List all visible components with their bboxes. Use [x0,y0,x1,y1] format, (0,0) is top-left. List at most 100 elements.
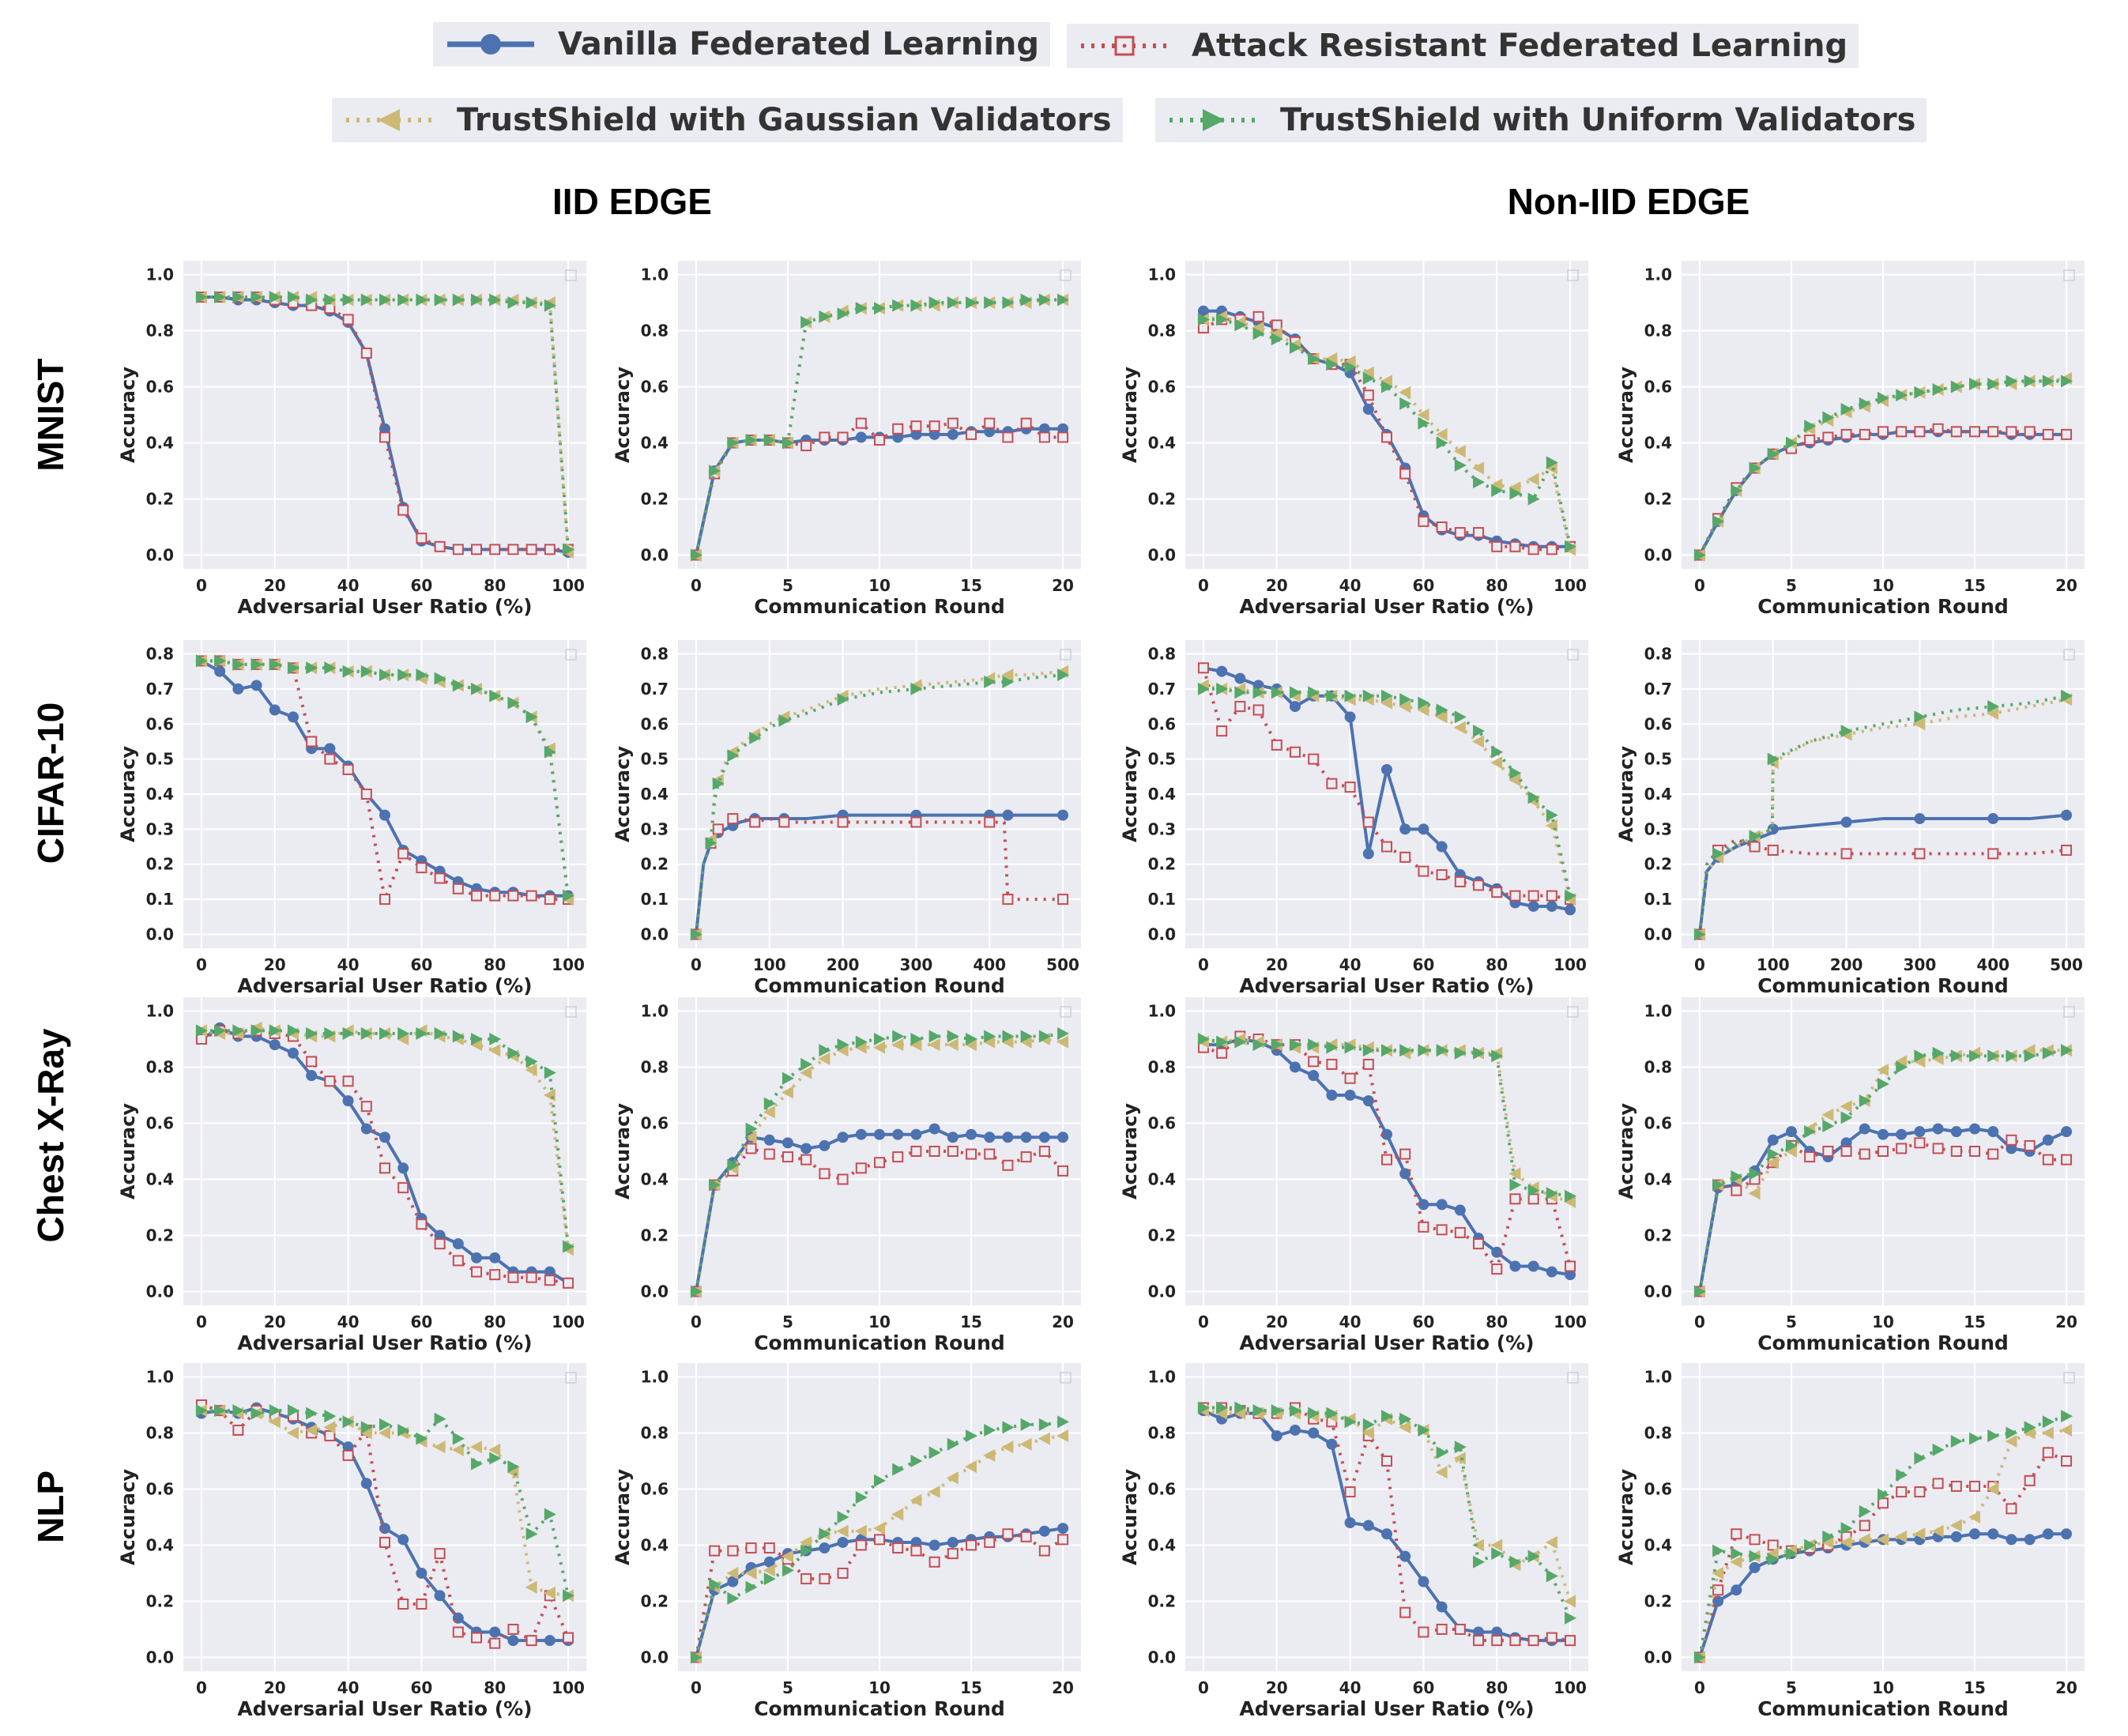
data-point-uniform [1038,1030,1051,1043]
data-point-arfl [1002,1528,1014,1540]
y-tick-label: 0.4 [641,1169,669,1188]
data-point-uniform [1289,341,1301,354]
data-point-arfl [379,1162,390,1174]
data-point-uniform [1216,1401,1229,1414]
data-point-gauss [1215,1406,1228,1420]
y-tick-label: 0.6 [1644,1114,1672,1133]
data-point-uniform [1289,1404,1301,1418]
y-tick-label: 0.7 [146,680,174,699]
y-axis-label: Accuracy [612,1103,634,1199]
data-point-vanilla [324,743,336,755]
y-tick-label: 0.8 [146,322,174,341]
data-point-arfl [966,1148,977,1160]
data-point-arfl [1326,778,1338,789]
x-tick-label: 40 [1339,576,1362,595]
data-point-gauss [433,1440,446,1454]
data-point-uniform [214,1404,227,1418]
x-tick-label: 100 [552,1312,585,1331]
data-point-vanilla [1546,1266,1557,1278]
y-tick-label: 1.0 [1644,1002,1672,1021]
data-point-uniform [1418,696,1430,710]
data-point-arfl [1326,1058,1338,1070]
x-tick-label: 300 [1904,955,1937,974]
data-point-arfl [837,816,849,828]
x-tick-label: 10 [1872,1312,1894,1331]
data-point-gauss [1821,1535,1834,1549]
data-point-arfl [1362,816,1374,828]
data-point-arfl [984,1536,996,1548]
x-tick-label: 40 [337,1312,360,1331]
y-tick-label: 0.0 [1644,1282,1672,1301]
y-tick-label: 1.0 [146,1002,174,1021]
data-point-arfl [1859,428,1870,440]
y-tick-label: 0.7 [1644,680,1672,699]
data-point-uniform [690,928,702,941]
data-point-arfl [928,1146,940,1157]
data-point-uniform [1785,436,1798,450]
data-point-uniform [489,689,502,702]
y-tick-label: 1.0 [146,1368,174,1387]
data-point-arfl [855,1162,867,1174]
data-point-uniform [2042,1046,2055,1060]
data-point-uniform [2006,375,2018,388]
data-point-arfl [910,1146,922,1157]
data-point-vanilla [1057,1523,1069,1535]
data-point-vanilla [819,1139,830,1151]
data-point-arfl [837,1173,849,1185]
data-point-arfl [471,1632,483,1644]
y-axis-label: Accuracy [1615,367,1637,463]
data-point-vanilla [1436,841,1448,853]
data-point-vanilla [1987,1126,1999,1138]
data-point-arfl [1454,1623,1466,1635]
legend-label-vanilla: Vanilla Federated Learning [558,26,1040,62]
x-tick-label: 100 [1554,1312,1587,1331]
data-point-gauss [1362,366,1374,379]
data-point-arfl [892,1542,904,1554]
data-point-gauss [873,1041,885,1054]
x-tick-label: 400 [973,955,1006,974]
plot-area [1185,1363,1588,1671]
data-point-gauss [2023,1426,2036,1440]
data-point-arfl [800,1154,812,1165]
data-point-arfl [434,872,446,884]
y-tick-label: 0.8 [1148,645,1176,664]
data-point-gauss [1564,1195,1576,1208]
x-tick-label: 100 [1554,1678,1587,1697]
data-point-uniform [1693,1651,1706,1664]
data-point-uniform [471,1457,484,1471]
data-point-arfl [745,1542,757,1554]
data-point-uniform [1840,1111,1853,1124]
data-point-vanilla [1436,1601,1448,1613]
data-point-uniform [1932,383,1945,397]
data-point-gauss [1490,1538,1503,1552]
data-point-gauss [854,1041,867,1054]
data-point-vanilla [763,1134,775,1146]
data-point-vanilla [1057,423,1069,435]
data-point-uniform [1767,447,1780,461]
data-point-arfl [1932,1143,1944,1154]
data-point-vanilla [763,1556,775,1568]
empty-legend-box [565,649,577,661]
x-tick-label: 0 [1694,576,1705,595]
y-tick-label: 0.4 [641,1535,669,1554]
y-tick-label: 0.0 [146,1648,174,1666]
data-point-uniform [1216,1035,1229,1049]
data-point-arfl [360,1101,372,1113]
data-point-uniform [324,1026,337,1040]
data-point-uniform [1767,1147,1780,1161]
data-point-arfl [874,434,885,446]
data-point-arfl [2006,426,2017,438]
data-point-uniform [1546,808,1558,822]
x-axis-label: Communication Round [1757,1331,2009,1354]
data-point-uniform [379,293,391,307]
data-point-arfl [966,1539,977,1551]
data-point-vanilla [416,1567,427,1579]
data-point-uniform [195,1404,208,1418]
data-point-gauss [983,1035,996,1049]
x-tick-label: 20 [264,1312,286,1331]
data-point-arfl [1822,431,1834,443]
y-tick-label: 0.0 [146,545,174,564]
x-tick-label: 60 [1412,1312,1434,1331]
y-tick-label: 0.2 [1148,1591,1176,1610]
data-point-uniform [471,293,484,307]
